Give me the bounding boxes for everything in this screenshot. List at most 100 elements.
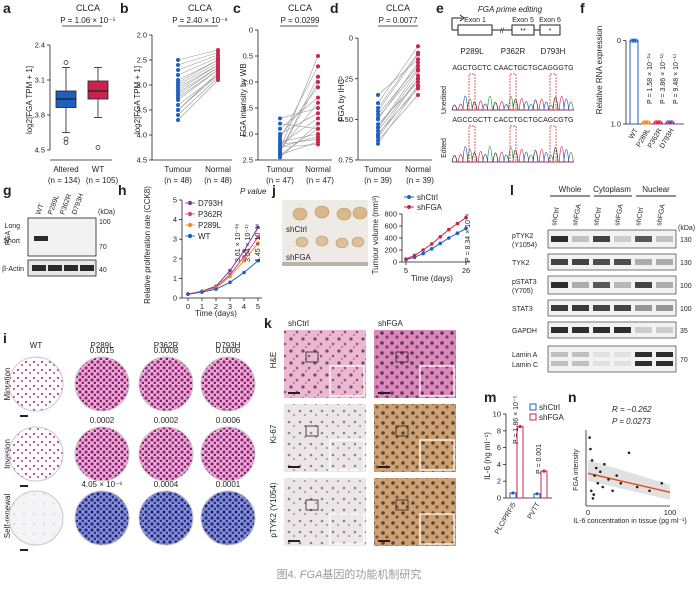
- trace-edited-highlight: [468, 125, 476, 163]
- seq-unedited-1: CAACTGCT: [494, 65, 533, 72]
- tumour-shfga: [351, 236, 365, 248]
- tumour-point: [376, 132, 380, 136]
- tumour-point: [376, 109, 380, 114]
- blot-kda-2: 100: [680, 283, 692, 290]
- bar-WT: [629, 40, 639, 125]
- band: [656, 305, 673, 311]
- panel-j-yaxis-tick-label: 0: [393, 258, 397, 267]
- band: [635, 327, 652, 333]
- legend-swatch-shCtrl: [529, 403, 537, 411]
- point-shCtrl: [421, 251, 425, 256]
- band: [551, 236, 568, 242]
- scatter-point: [589, 447, 592, 451]
- panel-a-pvalue: P = 1.06 × 10⁻⁵: [60, 16, 115, 25]
- band: [593, 259, 610, 265]
- panel-f-pvalue-0: P = 1.58 × 10⁻¹⁴: [647, 53, 654, 104]
- panel-h-pvalue-title: P value: [240, 187, 267, 196]
- normal-point: [416, 83, 420, 88]
- blot-kda-5: 70: [680, 357, 688, 364]
- panel-h-yaxis-tick-label: 4: [173, 215, 177, 224]
- legend-marker-shCtrl: [407, 195, 411, 199]
- panel-b-yaxis-tick-label: 4.0: [137, 131, 147, 140]
- figure-caption: 图4. FGA基因的功能机制研究: [0, 566, 698, 582]
- mutation-P289L: P289L: [460, 47, 484, 56]
- panel-g-lane-0: WT: [35, 202, 46, 215]
- panel-h-xtick-label: 3: [228, 302, 232, 311]
- panel-j: j shCtrl shFGA Tumour volume (mm³) 0 200 4…: [271, 182, 472, 283]
- band: [551, 305, 568, 311]
- point-WT: [228, 280, 232, 285]
- well-1-2: [138, 426, 194, 482]
- normal-point: [316, 74, 320, 79]
- panel-c-yaxis-tick-label: 2.5: [243, 156, 253, 165]
- panel-f-pvalue-2: P = 9.48 × 10⁻¹⁷: [673, 53, 680, 104]
- band: [551, 282, 568, 288]
- zoom-box-2-1: [395, 499, 409, 511]
- well-2-0: [8, 490, 64, 546]
- mutation-D793H: D793H: [541, 47, 566, 56]
- tumour-shctrl: [336, 207, 352, 221]
- bar-point-shFGA: [518, 425, 522, 429]
- panel-d-yaxis-tick-label: 0.25: [338, 74, 353, 83]
- zoom-box-2-0: [305, 499, 319, 511]
- blot-label-sub-2: (Y705): [512, 288, 533, 295]
- band: [614, 282, 631, 288]
- normal-point: [316, 126, 320, 131]
- tumour-point: [176, 58, 180, 62]
- scale-bar-0-1: [378, 392, 390, 394]
- pair-line: [279, 87, 319, 137]
- bar-point: [632, 38, 637, 43]
- panel-n-p: P = 0.0273: [612, 417, 651, 426]
- panel-i-col-2: P362R: [154, 341, 179, 350]
- panel-j-xlabel: Time (days): [411, 274, 453, 283]
- band: [656, 236, 673, 242]
- panel-n-xlabel: IL-6 concentration in tissue (pg ml⁻¹): [573, 518, 686, 525]
- seq-unedited-0: AGCTGCTC: [452, 65, 491, 72]
- tumour-point: [176, 118, 180, 122]
- panel-m-cat-1: PVTT: [527, 501, 542, 521]
- trace-unedited-highlight: [549, 73, 557, 111]
- tumour-shctrl: [292, 207, 308, 221]
- bar-point: [646, 120, 651, 125]
- fit-confidence-band: [588, 459, 670, 500]
- tumour-point: [376, 112, 380, 117]
- panel-j-xtick-label: 26: [462, 266, 470, 275]
- legend-label-P362R: P362R: [198, 210, 223, 219]
- panel-b-group-0: Tumour: [164, 165, 192, 174]
- legend-label-WT: WT: [198, 232, 211, 241]
- caption-gene: FGA: [299, 569, 323, 581]
- scale-bar-1: [20, 485, 28, 487]
- panel-b-n-0: (n = 48): [164, 176, 192, 185]
- band: [614, 259, 631, 265]
- blot-label-lamin-c: Lamin C: [512, 362, 538, 369]
- panel-c-n-1: (n = 47): [306, 176, 334, 185]
- normal-point: [216, 58, 220, 62]
- scatter-point: [591, 497, 595, 500]
- normal-point: [316, 95, 320, 100]
- pair-line: [177, 74, 219, 106]
- panel-i-row-0: Migration: [3, 368, 12, 401]
- panel-h-plot: [186, 225, 260, 296]
- panel-h-xlabel: Time (days): [195, 309, 237, 318]
- panel-j-axes: 0 200 400 600 800 5 26: [384, 210, 470, 276]
- band: [593, 282, 610, 288]
- blot-5: [547, 345, 677, 373]
- tumour-point: [376, 115, 380, 120]
- panel-b-yaxis-tick-label: 3.5: [137, 106, 147, 115]
- scatter-point: [594, 466, 598, 470]
- bar-point: [656, 120, 661, 125]
- panel-i: i WT P289L P362R D793H Migration Invasio…: [3, 330, 256, 551]
- fraction-nuclear: Nuclear: [642, 185, 670, 194]
- actin-band-1: [48, 265, 62, 271]
- panel-m-yaxis-tick-label: 8: [497, 426, 501, 435]
- panel-f: f Relative RNA expression 01.0 WT P289L …: [580, 0, 684, 150]
- scale-bar-0-0: [288, 392, 300, 394]
- legend-label-shCtrl: shCtrl: [417, 193, 438, 202]
- lane-label-0: shCtrl: [551, 207, 561, 227]
- panel-n-r: R = −0.262: [612, 405, 652, 414]
- bar-point: [642, 120, 647, 125]
- panel-i-pvalues: 0.0015 0.0008 0.0006 0.0002 0.0002 0.0006 4.05…: [81, 346, 240, 489]
- blot-kda-0: 130: [680, 237, 692, 244]
- point-shFGA: [412, 253, 417, 258]
